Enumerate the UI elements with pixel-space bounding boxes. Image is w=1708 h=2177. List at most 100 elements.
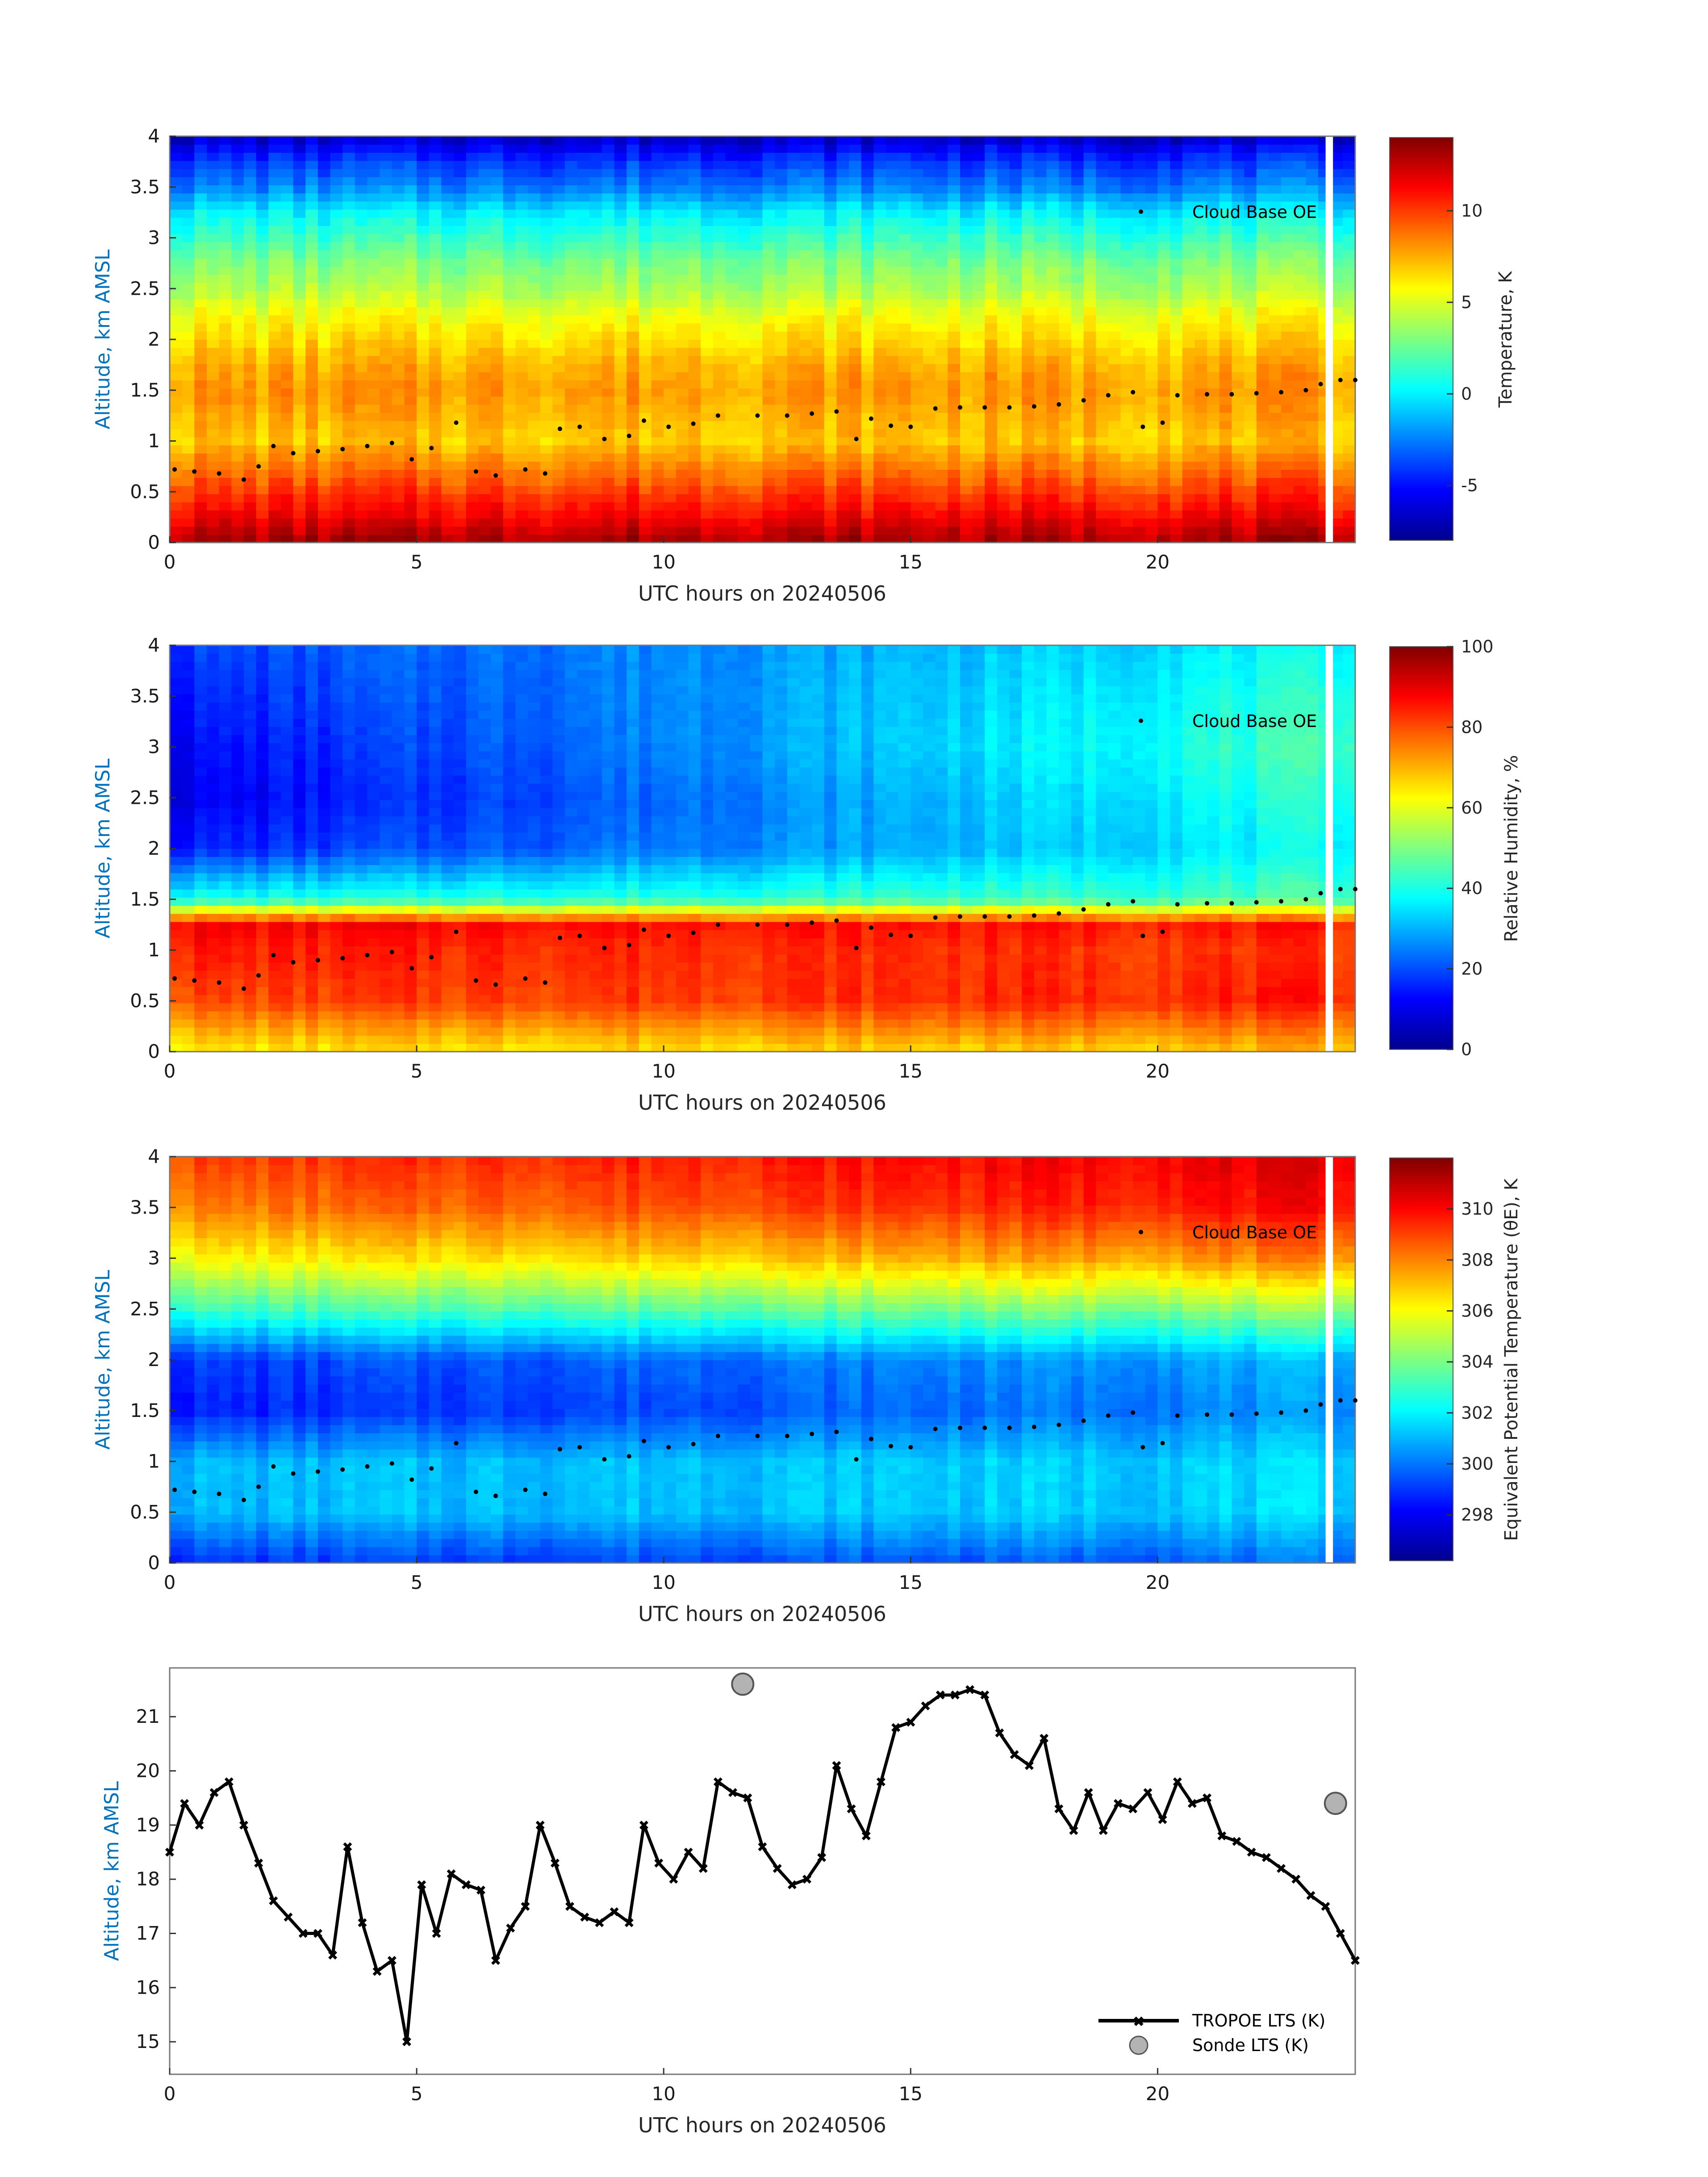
- heatmap-cell: [182, 168, 195, 177]
- heatmap-cell: [515, 307, 528, 316]
- heatmap-cell: [997, 355, 1010, 364]
- heatmap-cell: [417, 502, 430, 510]
- heatmap-cell: [503, 429, 516, 438]
- heatmap-cell: [626, 160, 639, 169]
- heatmap-cell: [1034, 323, 1047, 332]
- heatmap-cell: [1009, 502, 1023, 510]
- heatmap-cell: [1306, 461, 1319, 470]
- heatmap-cell: [614, 347, 627, 356]
- heatmap-cell: [1281, 282, 1294, 291]
- heatmap-cell: [1281, 307, 1294, 316]
- heatmap-cell: [1157, 307, 1170, 316]
- heatmap-cell: [1343, 388, 1356, 397]
- heatmap-cell: [441, 290, 454, 299]
- heatmap-cell: [1083, 266, 1097, 275]
- heatmap-cell: [243, 185, 257, 194]
- heatmap-cell: [1046, 461, 1060, 470]
- heatmap-cell: [960, 412, 973, 421]
- heatmap-cell: [392, 396, 405, 405]
- heatmap-cell: [812, 493, 825, 502]
- heatmap-cell: [1182, 209, 1195, 218]
- heatmap-cell: [725, 242, 738, 251]
- heatmap-cell: [1120, 250, 1133, 259]
- heatmap-cell: [1170, 315, 1183, 324]
- heatmap-cell: [1071, 421, 1084, 429]
- heatmap-cell: [392, 453, 405, 462]
- heatmap-cell: [1120, 299, 1133, 307]
- heatmap-cell: [1281, 412, 1294, 421]
- heatmap-cell: [1120, 339, 1133, 348]
- heatmap-cell: [824, 469, 837, 478]
- heatmap-cell: [602, 258, 615, 267]
- heatmap-cell: [910, 453, 923, 462]
- heatmap-cell: [219, 185, 232, 194]
- heatmap-cell: [404, 315, 417, 324]
- heatmap-cell: [1083, 152, 1097, 161]
- heatmap-cell: [799, 502, 812, 510]
- heatmap-cell: [417, 282, 430, 291]
- heatmap-cell: [602, 502, 615, 510]
- heatmap-cell: [441, 323, 454, 332]
- heatmap-cell: [1232, 209, 1244, 218]
- heatmap-cell: [799, 217, 812, 226]
- heatmap-cell: [910, 502, 923, 510]
- heatmap-cell: [861, 209, 874, 218]
- heatmap-cell: [602, 266, 615, 275]
- heatmap-cell: [170, 791, 183, 800]
- heatmap-cell: [886, 282, 899, 291]
- heatmap-cell: [243, 258, 257, 267]
- heatmap-cell: [540, 339, 553, 348]
- heatmap-cell: [1133, 160, 1146, 169]
- heatmap-cell: [1207, 518, 1220, 527]
- heatmap-cell: [639, 193, 652, 202]
- heatmap-cell: [528, 469, 541, 478]
- heatmap-cell: [219, 502, 232, 510]
- heatmap-cell: [639, 307, 652, 316]
- heatmap-cell: [170, 429, 183, 438]
- heatmap-cell: [293, 461, 306, 470]
- heatmap-cell: [1207, 201, 1220, 210]
- heatmap-cell: [243, 518, 257, 527]
- heatmap-cell: [861, 201, 874, 210]
- heatmap-cell: [614, 160, 627, 169]
- heatmap-cell: [293, 274, 306, 283]
- heatmap-cell: [441, 136, 454, 145]
- heatmap-cell: [1343, 274, 1356, 283]
- heatmap-cell: [380, 453, 393, 462]
- heatmap-cell: [231, 453, 244, 462]
- heatmap-cell: [676, 209, 689, 218]
- heatmap-cell: [1096, 437, 1109, 446]
- heatmap-cell: [1145, 144, 1158, 153]
- heatmap-cell: [639, 469, 652, 478]
- heatmap-cell: [626, 396, 639, 405]
- heatmap-cell: [836, 453, 849, 462]
- heatmap-cell: [1244, 242, 1257, 251]
- heatmap-cell: [750, 258, 763, 267]
- heatmap-cell: [528, 380, 541, 389]
- heatmap-cell: [898, 209, 911, 218]
- heatmap-cell: [1293, 185, 1307, 194]
- heatmap-cell: [1083, 136, 1097, 145]
- heatmap-cell: [429, 412, 442, 421]
- heatmap-cell: [1232, 469, 1244, 478]
- heatmap-cell: [515, 485, 528, 494]
- heatmap-cell: [960, 136, 973, 145]
- heatmap-cell: [1071, 258, 1084, 267]
- heatmap-cell: [787, 453, 800, 462]
- heatmap-cell: [972, 355, 986, 364]
- heatmap-cell: [503, 388, 516, 397]
- heatmap-cell: [182, 921, 195, 930]
- heatmap-cell: [1120, 364, 1133, 372]
- heatmap-cell: [392, 315, 405, 324]
- heatmap-cell: [910, 331, 923, 340]
- heatmap-cell: [910, 421, 923, 429]
- heatmap-cell: [1207, 421, 1220, 429]
- heatmap-cell: [305, 307, 318, 316]
- heatmap-cell: [750, 355, 763, 364]
- heatmap-cell: [849, 404, 862, 413]
- heatmap-cell: [886, 234, 899, 242]
- heatmap-cell: [317, 226, 331, 234]
- heatmap-cell: [1269, 421, 1282, 429]
- heatmap-cell: [972, 526, 986, 535]
- heatmap-cell: [849, 290, 862, 299]
